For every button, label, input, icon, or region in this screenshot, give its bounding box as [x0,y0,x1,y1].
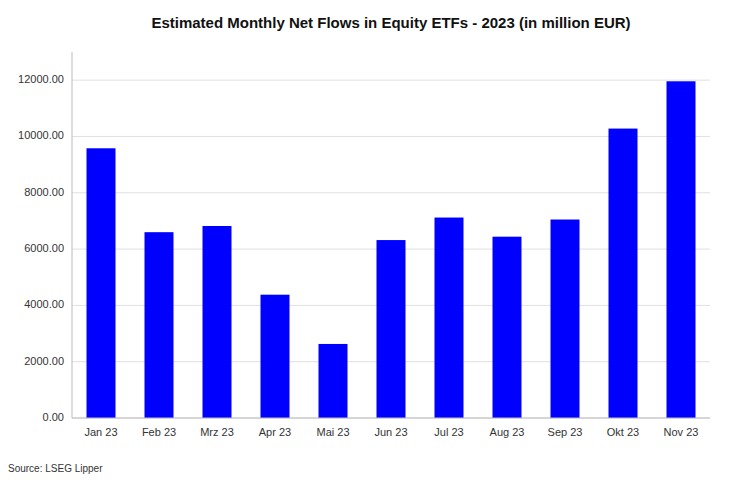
x-axis-line [72,418,710,419]
bars [87,81,696,418]
bar [319,344,348,418]
x-tick-label: Mai 23 [316,426,349,438]
bar [203,226,232,418]
y-tick-label: 2000.00 [24,355,64,367]
grid [72,80,710,418]
source-note: Source: LSEG Lipper [8,463,103,474]
bar [551,220,580,418]
title: Estimated Monthly Net Flows in Equity ET… [151,14,630,31]
x-tick-label: Apr 23 [259,426,291,438]
bar [145,232,174,418]
x-tick-label: Jun 23 [374,426,407,438]
grid-line [72,418,710,419]
bar [493,237,522,418]
bar [667,81,696,418]
y-tick-label: 12000.00 [18,73,64,85]
y-tick-label: 8000.00 [24,186,64,198]
x-tick-label: Feb 23 [142,426,176,438]
x-tick-label: Okt 23 [607,426,639,438]
y-tick-label: 10000.00 [18,129,64,141]
bar [435,218,464,418]
x-tick-label: Aug 23 [490,426,525,438]
x-tick-label: Mrz 23 [200,426,234,438]
chart-svg: 0.00 2000.00 4000.00 6000.00 8000.00 10000.00… [0,0,730,480]
x-tick-label: Jul 23 [434,426,463,438]
y-tick-label: 6000.00 [24,242,64,254]
bar [261,295,290,418]
x-tick-label: Nov 23 [664,426,699,438]
bar [87,148,116,418]
bar [609,129,638,418]
bar [377,240,406,418]
chart-container: 0.00 2000.00 4000.00 6000.00 8000.00 10000.00… [0,0,730,480]
y-tick-label: 4000.00 [24,298,64,310]
grid-line [72,80,710,81]
x-tick-label: Jan 23 [84,426,117,438]
y-axis-line [72,52,73,418]
y-tick-label: 0.00 [43,411,64,423]
x-tick-label: Sep 23 [548,426,583,438]
